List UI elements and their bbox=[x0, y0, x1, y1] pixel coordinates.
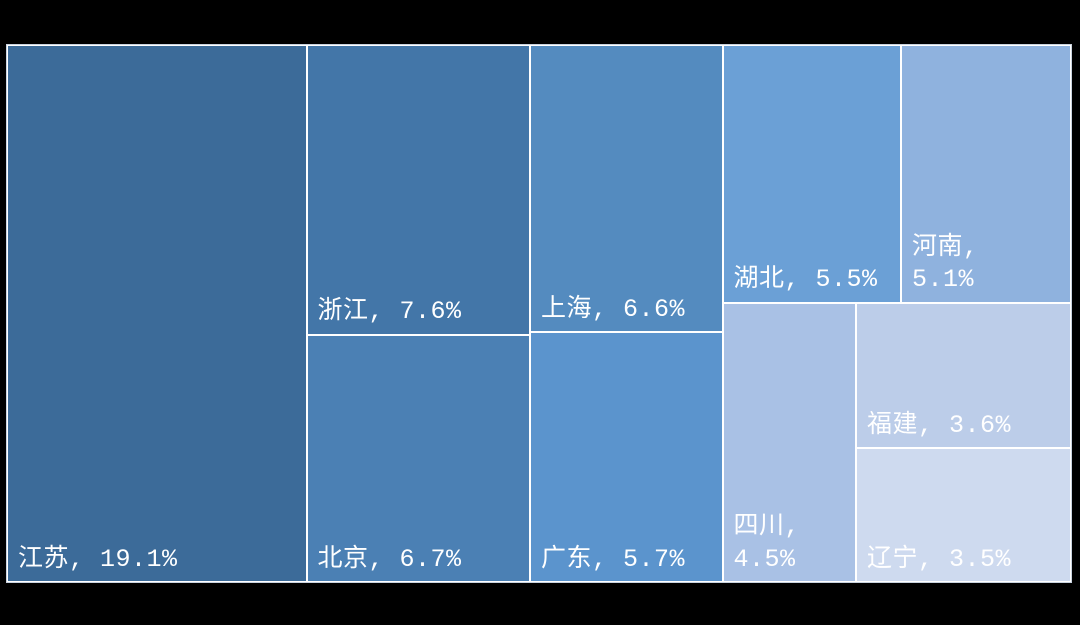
treemap-cell-四川: 四川, 4.5% bbox=[722, 302, 856, 582]
treemap-cell-上海: 上海, 6.6% bbox=[530, 45, 723, 332]
treemap-cell-label: 广东, 5.7% bbox=[541, 544, 686, 574]
treemap-cell-label: 辽宁, 3.5% bbox=[867, 544, 1012, 574]
treemap-cell-河南: 河南, 5.1% bbox=[901, 45, 1071, 303]
treemap-cell-label: 湖北, 5.5% bbox=[733, 265, 878, 294]
treemap-cell-浙江: 浙江, 7.6% bbox=[306, 45, 530, 335]
treemap-cell-label: 北京, 6.7% bbox=[317, 544, 462, 574]
treemap-cell-江苏: 江苏, 19.1% bbox=[7, 45, 307, 582]
treemap-cell-福建: 福建, 3.6% bbox=[856, 302, 1071, 448]
treemap-cell-label: 河南, 5.1% bbox=[912, 232, 979, 295]
treemap-cell-label: 浙江, 7.6% bbox=[317, 297, 462, 326]
treemap-cell-label: 福建, 3.6% bbox=[867, 410, 1012, 440]
treemap-cell-北京: 北京, 6.7% bbox=[306, 334, 530, 582]
treemap-cell-广东: 广东, 5.7% bbox=[530, 332, 723, 582]
treemap-chart: 江苏, 19.1% 浙江, 7.6% 北京, 6.7% 上海, 6.6% 广东, 5.7… bbox=[7, 45, 1071, 582]
treemap-cell-label: 上海, 6.6% bbox=[541, 294, 686, 324]
treemap-cell-label: 四川, 4.5% bbox=[733, 512, 801, 574]
treemap-cell-辽宁: 辽宁, 3.5% bbox=[856, 448, 1071, 582]
treemap-cell-湖北: 湖北, 5.5% bbox=[722, 45, 901, 303]
treemap-cell-label: 江苏, 19.1% bbox=[18, 544, 178, 574]
